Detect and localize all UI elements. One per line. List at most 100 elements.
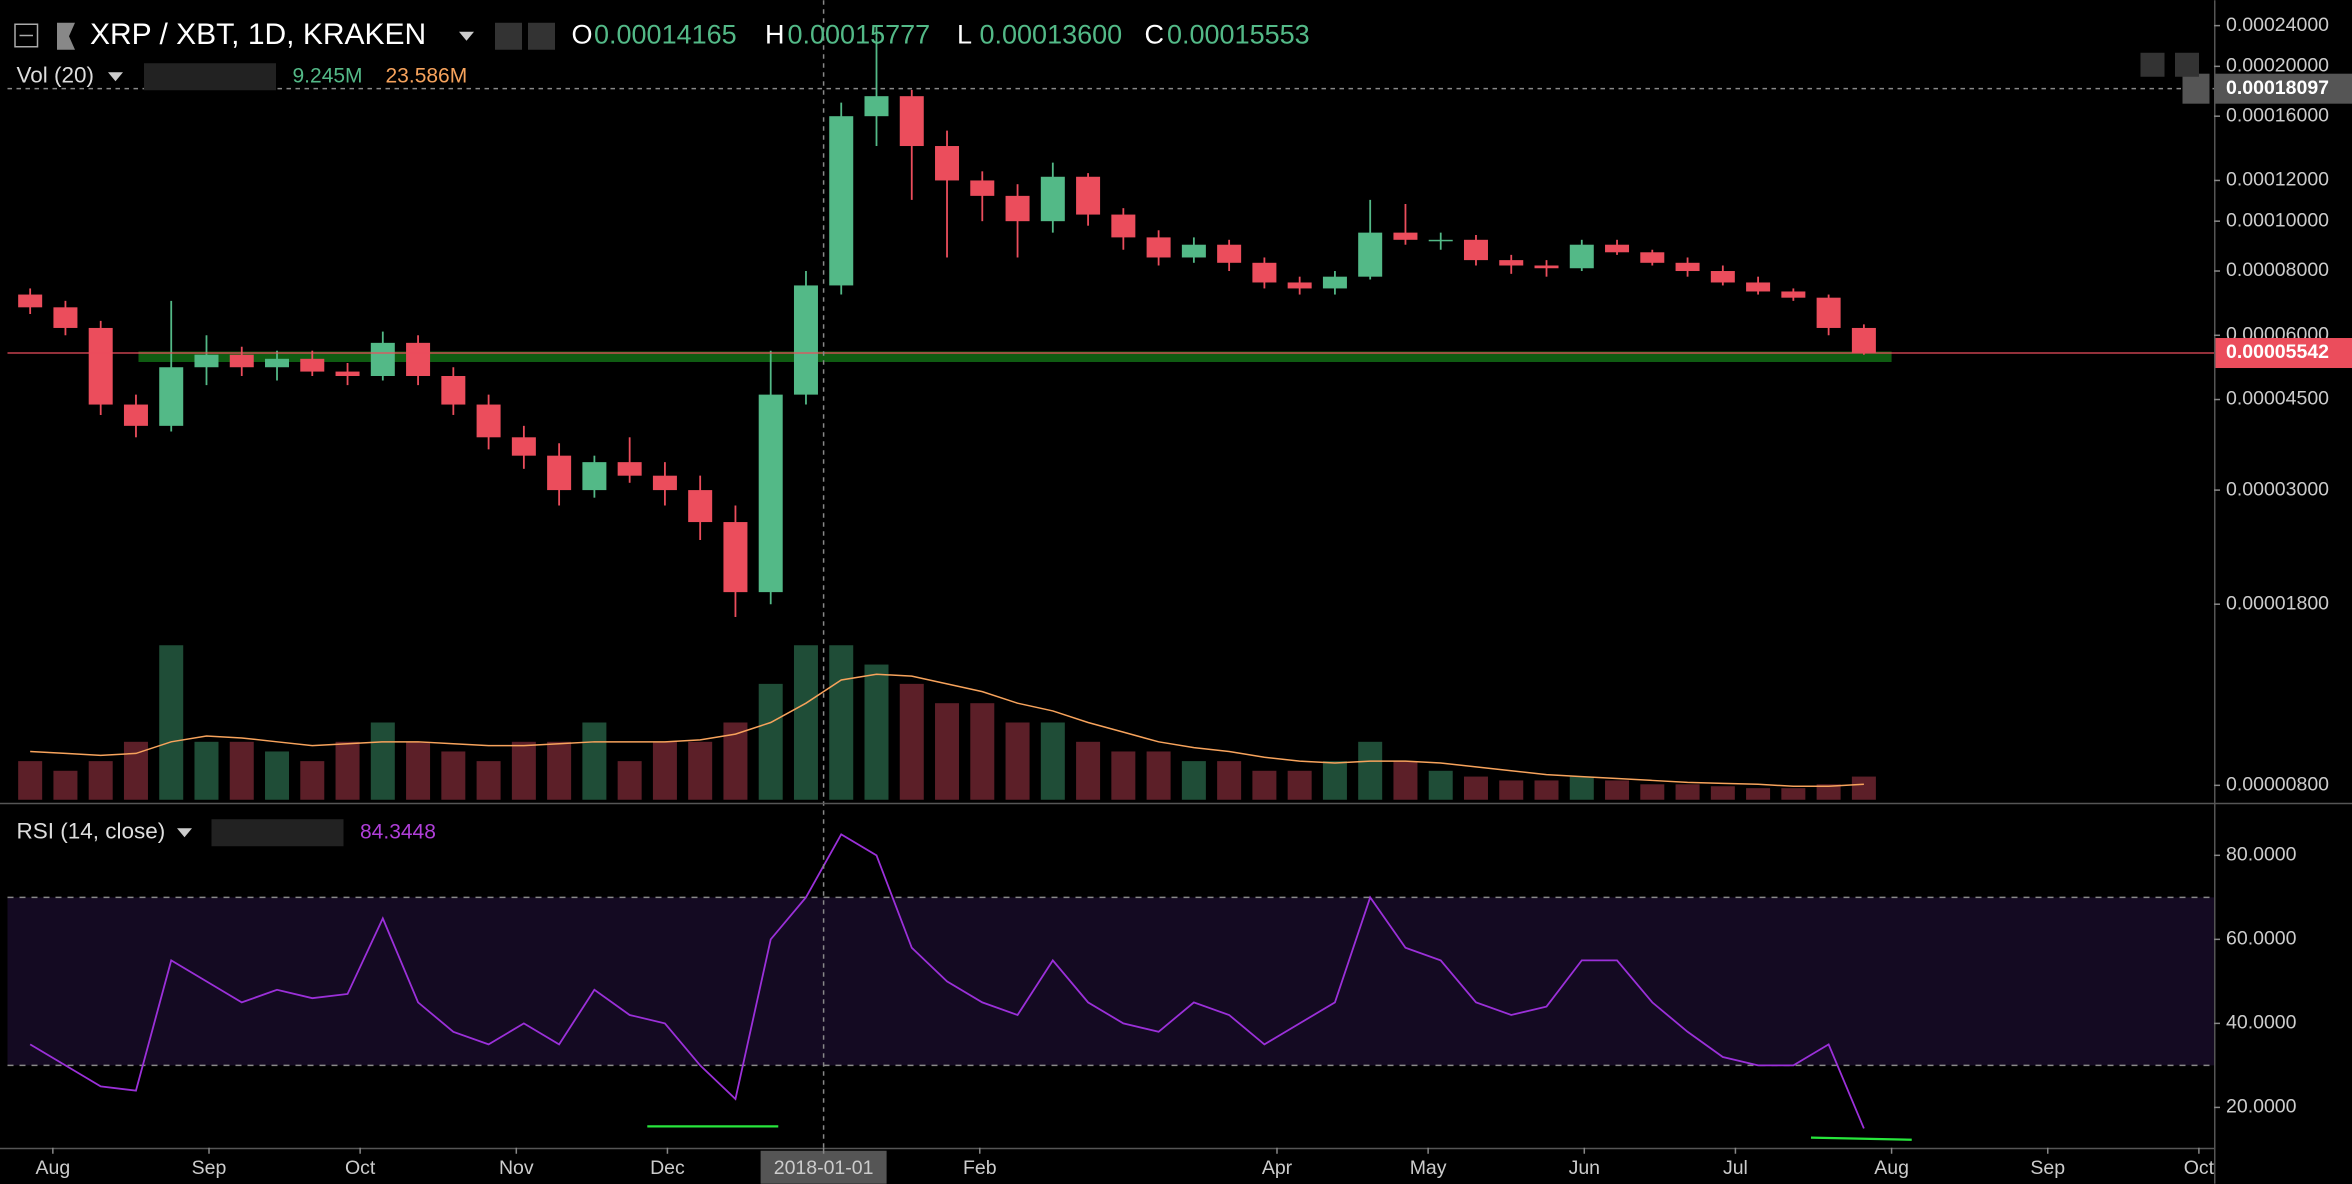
rsi-annotation	[1810, 1136, 1912, 1141]
candle-body	[229, 354, 254, 368]
candle-body	[1005, 195, 1030, 222]
volume-bar	[1710, 786, 1735, 800]
crosshair-date-box	[760, 1150, 887, 1184]
candle-body	[1393, 232, 1418, 240]
dropdown-icon[interactable]	[177, 828, 192, 838]
candle-body	[1746, 282, 1771, 292]
rsi-title[interactable]: RSI (14, close)	[17, 819, 166, 844]
volume-bar	[1428, 770, 1453, 800]
candle-body	[1534, 265, 1559, 269]
volume-bar	[476, 761, 501, 800]
volume-bar	[88, 761, 113, 800]
candle-body	[18, 294, 43, 308]
symbol-title[interactable]: XRP / XBT, 1D, KRAKEN	[90, 18, 426, 51]
last-price-box	[2215, 338, 2352, 369]
volume-bar	[864, 664, 889, 800]
crosshair-add-button	[2182, 73, 2210, 104]
indicator-buttons[interactable]	[211, 819, 344, 847]
y-tick-label: 0.00020000	[2226, 55, 2329, 77]
candle-body	[1675, 262, 1700, 272]
support-line	[138, 351, 1892, 363]
volume-bar	[511, 741, 536, 800]
candle-body	[511, 437, 536, 456]
candle-body	[793, 285, 818, 395]
ohlc-value: 0.00015777	[788, 19, 931, 49]
candle-body	[1287, 282, 1312, 289]
candle-body	[335, 371, 360, 377]
candle-body	[476, 404, 501, 438]
settings-icon[interactable]	[528, 22, 555, 50]
x-tick-label: Feb	[963, 1157, 997, 1179]
volume-bar	[53, 770, 78, 800]
candle-body	[829, 116, 854, 286]
volume-bar	[1322, 761, 1347, 800]
candle-body	[123, 404, 148, 426]
volume-bar	[265, 751, 290, 800]
candle-body	[370, 342, 395, 377]
candle-body	[652, 475, 677, 491]
x-tick-label: Oct	[2184, 1157, 2215, 1179]
candle-body	[547, 455, 572, 491]
volume-bar	[1746, 788, 1771, 800]
scroll-button[interactable]	[2175, 52, 2199, 77]
rsi-band	[7, 897, 2214, 1066]
x-tick-label: Jul	[1723, 1157, 1748, 1179]
collapse-icon[interactable]	[14, 23, 39, 48]
candle-body	[864, 96, 889, 117]
candle-body	[758, 394, 783, 593]
y-tick-label: 0.00024000	[2226, 14, 2329, 36]
eye-icon[interactable]	[495, 22, 522, 50]
candle-body	[1252, 262, 1277, 283]
candle-body	[53, 307, 78, 328]
y-tick-label: 0.00010000	[2226, 209, 2329, 231]
x-tick-label: Nov	[499, 1157, 534, 1179]
volume-title[interactable]: Vol (20)	[17, 63, 95, 88]
volume-bar	[1111, 751, 1136, 800]
y-tick-label: 80.0000	[2226, 843, 2297, 865]
candle-body	[1463, 239, 1488, 261]
candle-body	[617, 462, 642, 476]
candle-body	[582, 462, 607, 491]
candle-body	[194, 354, 219, 368]
x-tick-label: Aug	[1874, 1157, 1909, 1179]
volume-ma-value: 23.586M	[386, 64, 468, 87]
rsi-line	[29, 833, 1865, 1129]
indicator-buttons[interactable]	[144, 63, 276, 91]
x-tick-label: Jun	[1569, 1157, 1600, 1179]
candle-body	[1217, 244, 1242, 263]
scroll-button[interactable]	[2140, 52, 2165, 77]
ohlc-label: C	[1145, 19, 1165, 49]
candle-body	[265, 358, 290, 368]
candle-body	[1710, 271, 1735, 283]
plot-area	[7, 0, 2214, 1148]
y-tick-label: 0.00004500	[2226, 388, 2329, 410]
flag-icon[interactable]	[57, 22, 75, 50]
dropdown-icon[interactable]	[459, 31, 474, 41]
volume-bar	[441, 751, 466, 800]
candle-body	[159, 367, 184, 426]
last-price-label: 0.00005542	[2226, 341, 2329, 363]
candle-body	[1111, 214, 1136, 238]
rsi-value: 84.3448	[360, 820, 436, 843]
y-tick-label: 60.0000	[2226, 928, 2297, 950]
volume-bar	[1181, 761, 1206, 800]
volume-bar	[1005, 722, 1030, 800]
candle-body	[899, 96, 924, 147]
volume-bar	[1534, 780, 1559, 800]
volume-bar	[899, 683, 924, 800]
ohlc-label: H	[765, 19, 785, 49]
volume-bar	[1146, 751, 1171, 800]
candle-body	[970, 180, 995, 196]
time-axis-bg	[0, 1147, 2352, 1184]
candle-body	[935, 146, 960, 181]
volume-bar	[758, 683, 783, 800]
volume-bar	[335, 741, 360, 800]
volume-bar	[1675, 784, 1700, 800]
candle-body	[1428, 239, 1453, 242]
volume-bar	[1217, 761, 1242, 800]
candle-body	[1076, 176, 1101, 215]
volume-bar	[1287, 770, 1312, 800]
dropdown-icon[interactable]	[108, 72, 123, 82]
